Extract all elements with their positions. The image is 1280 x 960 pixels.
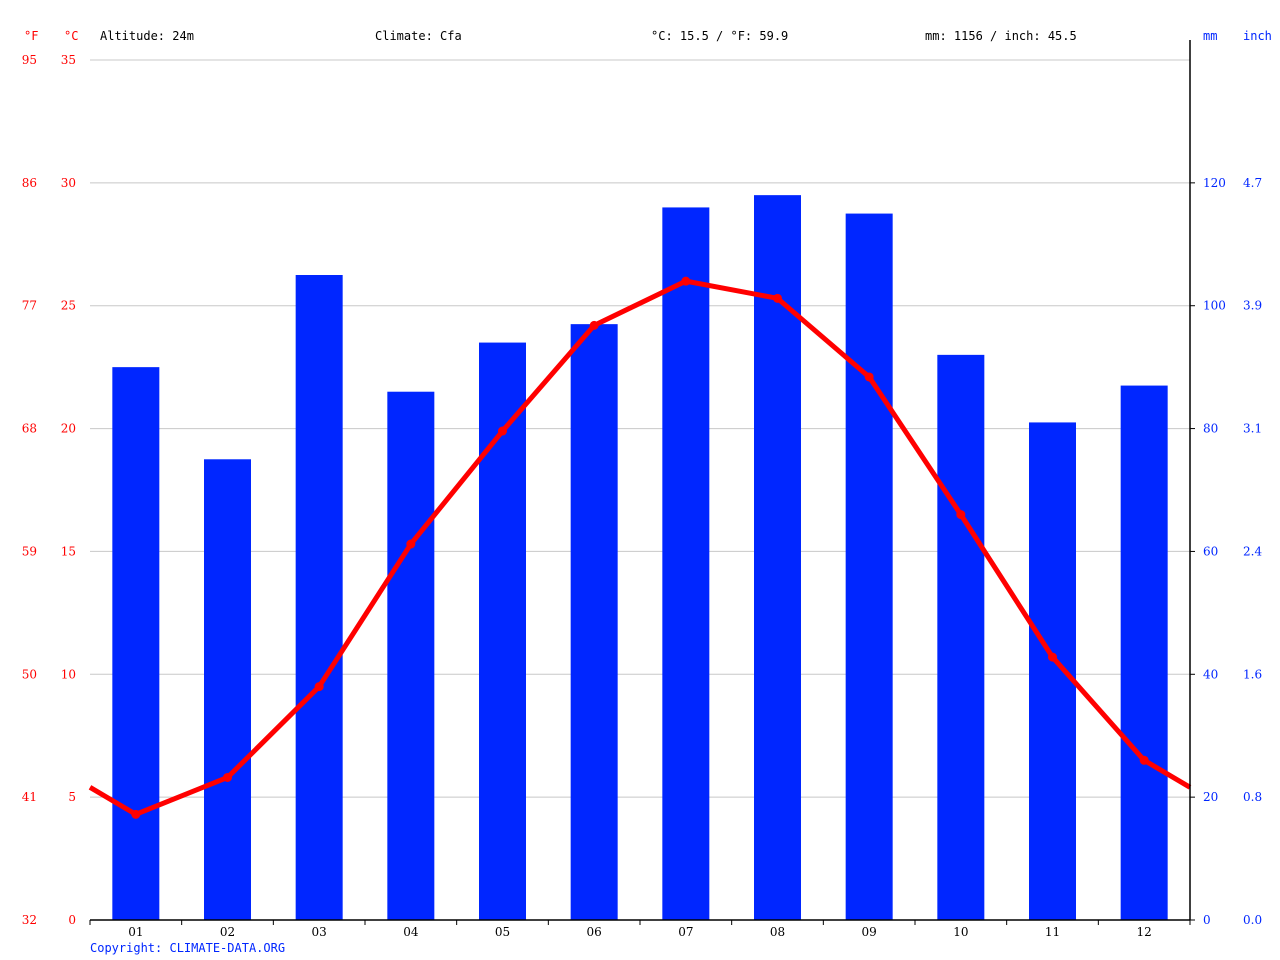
precipitation-bar bbox=[295, 275, 343, 920]
total-precipitation-label: mm: 1156 / inch: 45.5 bbox=[925, 29, 1077, 43]
mm-unit-label: mm bbox=[1203, 29, 1217, 43]
mm-tick-label: 100 bbox=[1203, 299, 1226, 313]
month-tick-label: 07 bbox=[678, 925, 693, 939]
fahrenheit-tick-label: 50 bbox=[22, 667, 37, 681]
temperature-point bbox=[1139, 755, 1149, 765]
precipitation-bar bbox=[845, 213, 893, 921]
fahrenheit-tick-label: 32 bbox=[22, 913, 37, 927]
month-tick-label: 06 bbox=[587, 925, 602, 939]
fahrenheit-tick-label: 95 bbox=[22, 53, 37, 67]
mean-temperature-label: °C: 15.5 / °F: 59.9 bbox=[651, 29, 788, 43]
mm-tick-label: 120 bbox=[1203, 176, 1226, 190]
month-tick-label: 12 bbox=[1137, 925, 1152, 939]
mm-tick-label: 80 bbox=[1203, 422, 1218, 436]
celsius-tick-label: 30 bbox=[61, 176, 76, 190]
celsius-tick-label: 20 bbox=[61, 422, 76, 436]
temperature-point bbox=[589, 320, 599, 330]
temperature-point bbox=[223, 772, 232, 782]
climate-label: Climate: Cfa bbox=[375, 29, 462, 43]
temperature-point bbox=[956, 510, 966, 520]
month-tick-label: 02 bbox=[220, 925, 235, 939]
temperature-point bbox=[131, 809, 141, 819]
temperature-point bbox=[498, 426, 507, 436]
temperature-point bbox=[864, 372, 874, 382]
temperature-point bbox=[681, 276, 691, 286]
precipitation-bar bbox=[479, 342, 526, 921]
fahrenheit-tick-label: 86 bbox=[22, 176, 37, 190]
mm-tick-label: 60 bbox=[1203, 544, 1218, 558]
celsius-tick-label: 25 bbox=[61, 299, 76, 313]
month-tick-label: 04 bbox=[403, 925, 419, 939]
copyright-label: Copyright: CLIMATE-DATA.ORG bbox=[90, 941, 285, 955]
month-tick-label: 11 bbox=[1045, 925, 1060, 939]
mm-tick-label: 40 bbox=[1203, 667, 1218, 681]
fahrenheit-tick-label: 77 bbox=[22, 299, 37, 313]
inch-tick-label: 0.8 bbox=[1243, 790, 1262, 804]
inch-tick-label: 3.9 bbox=[1243, 299, 1262, 313]
celsius-unit-label: °C bbox=[64, 29, 78, 43]
inch-tick-label: 4.7 bbox=[1243, 176, 1262, 190]
temperature-point bbox=[406, 539, 416, 549]
precipitation-bar bbox=[1029, 422, 1076, 920]
month-tick-label: 05 bbox=[495, 925, 510, 939]
inch-tick-label: 0.0 bbox=[1243, 913, 1262, 927]
month-tick-label: 09 bbox=[862, 925, 877, 939]
celsius-tick-label: 10 bbox=[61, 667, 76, 681]
inch-tick-label: 3.1 bbox=[1243, 422, 1262, 436]
celsius-tick-label: 5 bbox=[68, 790, 76, 804]
month-tick-label: 01 bbox=[128, 925, 143, 939]
mm-tick-label: 20 bbox=[1203, 790, 1218, 804]
celsius-tick-label: 15 bbox=[61, 544, 76, 558]
celsius-tick-label: 35 bbox=[61, 53, 76, 67]
precipitation-bar bbox=[112, 367, 160, 921]
temperature-point bbox=[773, 293, 782, 303]
temperature-line bbox=[88, 278, 1192, 817]
precipitation-bar bbox=[1120, 385, 1168, 921]
inch-unit-label: inch bbox=[1243, 29, 1272, 43]
month-tick-label: 08 bbox=[770, 925, 785, 939]
inch-tick-label: 2.4 bbox=[1243, 544, 1262, 558]
inch-tick-label: 1.6 bbox=[1243, 667, 1262, 681]
precipitation-bar bbox=[937, 354, 985, 920]
month-tick-label: 03 bbox=[312, 925, 327, 939]
fahrenheit-unit-label: °F bbox=[24, 29, 38, 43]
precipitation-bar bbox=[387, 391, 435, 920]
precipitation-bar bbox=[754, 195, 801, 921]
fahrenheit-tick-label: 59 bbox=[22, 544, 37, 558]
precipitation-bar bbox=[204, 459, 251, 920]
fahrenheit-tick-label: 68 bbox=[22, 422, 37, 436]
fahrenheit-tick-label: 41 bbox=[22, 790, 37, 804]
precipitation-bar bbox=[570, 324, 618, 921]
mm-tick-label: 0 bbox=[1203, 913, 1211, 927]
altitude-label: Altitude: 24m bbox=[100, 29, 194, 43]
precipitation-bar bbox=[662, 207, 710, 920]
temperature-point bbox=[314, 682, 324, 692]
month-tick-label: 10 bbox=[953, 925, 968, 939]
temperature-point bbox=[1048, 652, 1057, 662]
celsius-tick-label: 0 bbox=[68, 913, 76, 927]
